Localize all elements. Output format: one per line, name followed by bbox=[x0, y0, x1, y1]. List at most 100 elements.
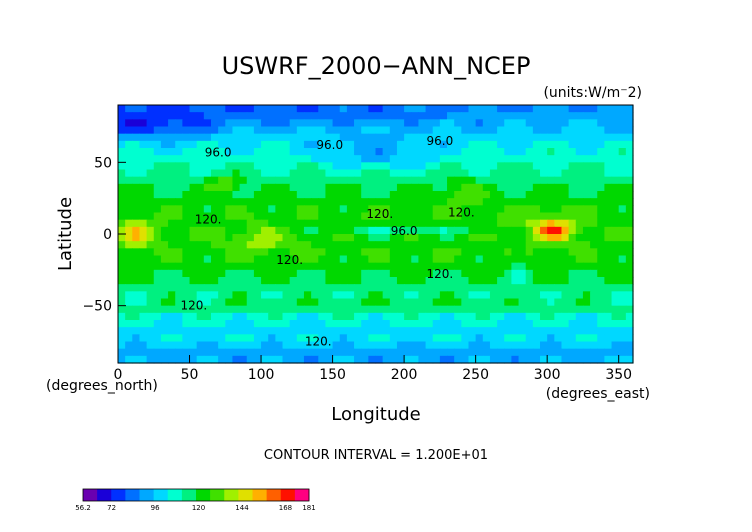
heatmap-cell bbox=[218, 277, 226, 285]
heatmap-cell bbox=[532, 226, 541, 235]
heatmap-cell bbox=[311, 205, 319, 214]
heatmap-cell bbox=[475, 355, 484, 364]
heatmap-cell bbox=[203, 140, 212, 149]
heatmap-cell bbox=[568, 169, 577, 178]
heatmap-cell bbox=[325, 219, 334, 228]
heatmap-cell bbox=[168, 148, 176, 156]
heatmap-cell bbox=[439, 262, 448, 271]
heatmap-cell bbox=[239, 234, 248, 242]
heatmap-cell bbox=[203, 169, 212, 178]
heatmap-cell bbox=[382, 305, 391, 314]
heatmap-cell bbox=[525, 291, 534, 300]
heatmap-cell bbox=[196, 212, 205, 221]
heatmap-cell bbox=[482, 291, 491, 300]
heatmap-cell bbox=[518, 133, 527, 142]
colorbar-swatch bbox=[153, 489, 169, 501]
heatmap-cell bbox=[547, 126, 555, 135]
heatmap-cell bbox=[203, 191, 212, 199]
heatmap-cell bbox=[239, 198, 248, 206]
heatmap-cell bbox=[461, 327, 470, 335]
heatmap-cell bbox=[339, 284, 348, 292]
heatmap-cell bbox=[468, 348, 477, 357]
heatmap-cell bbox=[368, 162, 377, 171]
heatmap-cell bbox=[625, 219, 634, 228]
heatmap-cell bbox=[189, 205, 198, 214]
heatmap-cell bbox=[189, 140, 198, 149]
heatmap-cell bbox=[346, 234, 355, 242]
heatmap-cell bbox=[253, 176, 262, 185]
heatmap-cell bbox=[346, 119, 355, 128]
heatmap-cell bbox=[303, 140, 312, 149]
heatmap-cell bbox=[218, 255, 226, 264]
heatmap-cell bbox=[125, 183, 133, 192]
heatmap-cell bbox=[547, 241, 555, 249]
heatmap-cell bbox=[454, 219, 462, 228]
heatmap-cell bbox=[518, 126, 527, 135]
heatmap-cell bbox=[461, 126, 470, 135]
heatmap-cell bbox=[146, 155, 155, 163]
heatmap-cell bbox=[253, 155, 262, 163]
heatmap-cell bbox=[389, 355, 398, 364]
heatmap-cell bbox=[468, 255, 477, 264]
heatmap-cell bbox=[182, 348, 191, 357]
heatmap-cell bbox=[275, 305, 284, 314]
heatmap-cell bbox=[282, 126, 291, 135]
heatmap-cell bbox=[504, 148, 513, 156]
heatmap-cell bbox=[125, 255, 133, 264]
heatmap-cell bbox=[354, 126, 362, 135]
heatmap-cell bbox=[518, 355, 527, 364]
heatmap-cell bbox=[568, 291, 577, 300]
heatmap-cell bbox=[118, 169, 126, 178]
heatmap-cell bbox=[554, 140, 563, 149]
heatmap-cell bbox=[289, 241, 298, 249]
heatmap-cell bbox=[346, 298, 355, 307]
heatmap-cell bbox=[547, 219, 555, 228]
heatmap-cell bbox=[346, 162, 355, 171]
heatmap-cell bbox=[354, 176, 362, 185]
heatmap-cell bbox=[132, 191, 141, 199]
heatmap-cell bbox=[339, 234, 348, 242]
heatmap-cell bbox=[146, 112, 155, 120]
heatmap-cell bbox=[132, 305, 141, 314]
heatmap-cell bbox=[139, 241, 148, 249]
heatmap-cell bbox=[210, 241, 219, 249]
heatmap-cell bbox=[425, 148, 434, 156]
heatmap-cell bbox=[375, 305, 384, 314]
heatmap-cell bbox=[246, 327, 255, 335]
heatmap-cell bbox=[618, 241, 627, 249]
heatmap-cell bbox=[554, 219, 563, 228]
heatmap-cell bbox=[532, 241, 541, 249]
heatmap-cell bbox=[511, 105, 520, 113]
heatmap-cell bbox=[346, 291, 355, 300]
heatmap-cell bbox=[146, 298, 155, 307]
heatmap-cell bbox=[568, 327, 577, 335]
heatmap-cell bbox=[618, 277, 627, 285]
heatmap-cell bbox=[268, 269, 276, 278]
heatmap-cell bbox=[289, 334, 298, 343]
heatmap-cell bbox=[196, 355, 205, 364]
heatmap-cell bbox=[189, 291, 198, 300]
heatmap-cell bbox=[425, 198, 434, 206]
heatmap-cell bbox=[497, 334, 505, 343]
heatmap-cell bbox=[332, 176, 341, 185]
heatmap-cell bbox=[611, 226, 620, 235]
heatmap-cell bbox=[232, 148, 241, 156]
heatmap-cell bbox=[218, 176, 226, 185]
heatmap-cell bbox=[332, 191, 341, 199]
heatmap-cell bbox=[232, 140, 241, 149]
heatmap-cell bbox=[447, 312, 455, 321]
heatmap-cell bbox=[597, 320, 605, 328]
heatmap-cell bbox=[118, 162, 126, 171]
heatmap-cell bbox=[590, 226, 598, 235]
heatmap-cell bbox=[568, 119, 577, 128]
heatmap-cell bbox=[568, 284, 577, 292]
heatmap-cell bbox=[525, 348, 534, 357]
heatmap-cell bbox=[118, 334, 126, 343]
heatmap-cell bbox=[175, 327, 183, 335]
heatmap-cell bbox=[425, 269, 434, 278]
heatmap-cell bbox=[489, 119, 498, 128]
heatmap-cell bbox=[132, 169, 141, 178]
heatmap-cell bbox=[447, 277, 455, 285]
heatmap-cell bbox=[232, 119, 241, 128]
heatmap-cell bbox=[475, 312, 484, 321]
